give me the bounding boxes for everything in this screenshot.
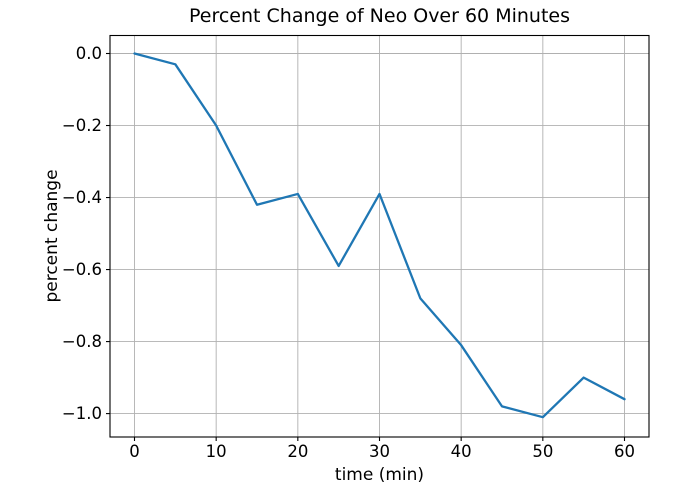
x-tick-label: 30 bbox=[369, 442, 390, 461]
y-tick-label: −1.0 bbox=[62, 404, 102, 423]
x-tick-label: 20 bbox=[287, 442, 308, 461]
y-axis-label: percent change bbox=[42, 169, 62, 303]
x-tick-label: 10 bbox=[206, 442, 227, 461]
y-tick-label: −0.2 bbox=[62, 116, 102, 135]
x-tick-label: 50 bbox=[532, 442, 553, 461]
data-line bbox=[133, 52, 626, 419]
y-tick-label: 0.0 bbox=[76, 44, 102, 63]
x-axis-label: time (min) bbox=[334, 465, 425, 485]
x-tick-label: 0 bbox=[129, 442, 140, 461]
x-tick-label: 60 bbox=[614, 442, 635, 461]
x-tick-label: 40 bbox=[451, 442, 472, 461]
y-tick-label: −0.6 bbox=[62, 260, 102, 279]
y-tick-label: −0.4 bbox=[62, 188, 102, 207]
y-tick-label: −0.8 bbox=[62, 332, 102, 351]
chart-title: Percent Change of Neo Over 60 Minutes bbox=[189, 5, 570, 27]
